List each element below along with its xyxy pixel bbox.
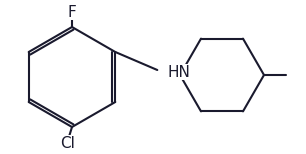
Text: F: F	[68, 4, 76, 20]
Text: Cl: Cl	[61, 136, 76, 150]
Text: HN: HN	[167, 65, 190, 79]
